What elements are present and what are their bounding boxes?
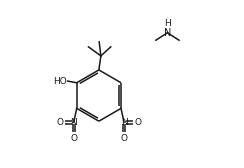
Text: H: H — [164, 19, 171, 28]
Text: N: N — [121, 118, 127, 127]
Text: O: O — [135, 118, 142, 127]
Text: O: O — [70, 134, 77, 143]
Text: HO: HO — [53, 77, 67, 86]
Text: N: N — [70, 118, 77, 127]
Text: O: O — [121, 134, 128, 143]
Text: O: O — [56, 118, 63, 127]
Text: N: N — [164, 28, 171, 38]
